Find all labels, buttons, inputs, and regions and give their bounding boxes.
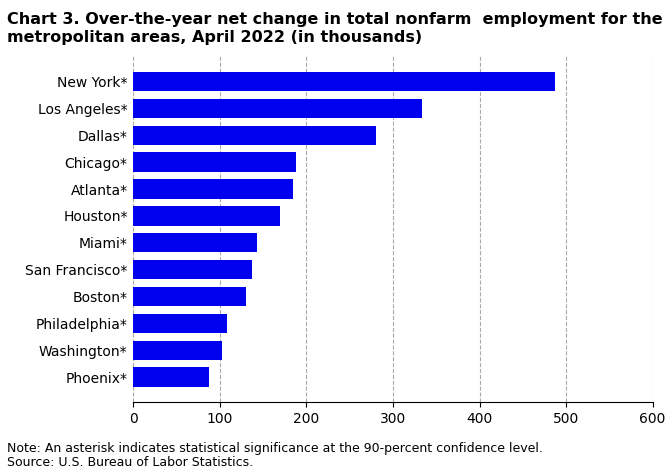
Bar: [133, 72, 555, 91]
Bar: [133, 367, 209, 387]
Text: Source: U.S. Bureau of Labor Statistics.: Source: U.S. Bureau of Labor Statistics.: [7, 456, 253, 468]
Text: metropolitan areas, April 2022 (in thousands): metropolitan areas, April 2022 (in thous…: [7, 30, 422, 45]
Text: Chart 3. Over-the-year net change in total nonfarm  employment for the 12 larges: Chart 3. Over-the-year net change in tot…: [7, 12, 666, 27]
Bar: [133, 206, 280, 226]
Bar: [133, 341, 222, 360]
Bar: [133, 260, 252, 279]
Bar: [133, 99, 422, 118]
Bar: [133, 287, 246, 306]
Bar: [133, 314, 226, 333]
Bar: [133, 153, 296, 172]
Text: Note: An asterisk indicates statistical significance at the 90-percent confidenc: Note: An asterisk indicates statistical …: [7, 442, 543, 455]
Bar: [133, 179, 293, 199]
Bar: [133, 233, 257, 252]
Bar: [133, 125, 376, 145]
